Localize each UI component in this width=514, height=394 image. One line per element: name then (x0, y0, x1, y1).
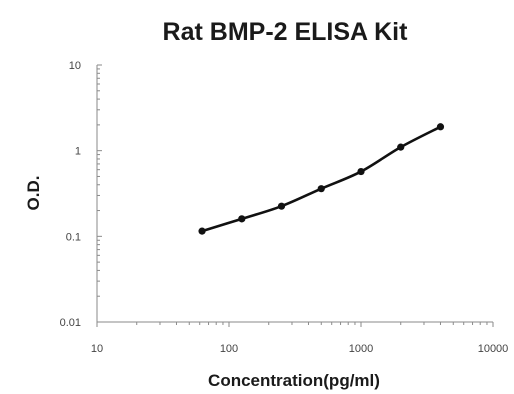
data-point (436, 123, 445, 131)
axes (96, 64, 494, 327)
y-tick-label: 0.1 (66, 231, 81, 243)
data-point (397, 143, 405, 151)
fitted-curve (200, 125, 442, 233)
y-tick-label: 0.01 (60, 317, 81, 329)
data-point (198, 227, 206, 235)
series-line (200, 125, 442, 233)
x-tick-label: 1000 (349, 343, 373, 355)
y-tick-label: 10 (69, 60, 81, 72)
data-points (198, 123, 445, 235)
tick-labels: 10 100 1000 10000 0.01 0.1 1 10 (60, 60, 509, 355)
chart-title: Rat BMP-2 ELISA Kit (163, 18, 409, 46)
data-point (357, 167, 365, 176)
y-tick-label: 1 (75, 146, 81, 158)
data-point (238, 215, 246, 223)
data-point (317, 185, 325, 193)
x-axis-label: Concentration(pg/ml) (208, 371, 380, 390)
x-tick-label: 100 (220, 343, 238, 355)
y-axis-label: O.D. (24, 176, 43, 211)
data-point (277, 202, 286, 210)
x-tick-label: 10 (91, 343, 103, 355)
x-tick-label: 10000 (478, 343, 509, 355)
